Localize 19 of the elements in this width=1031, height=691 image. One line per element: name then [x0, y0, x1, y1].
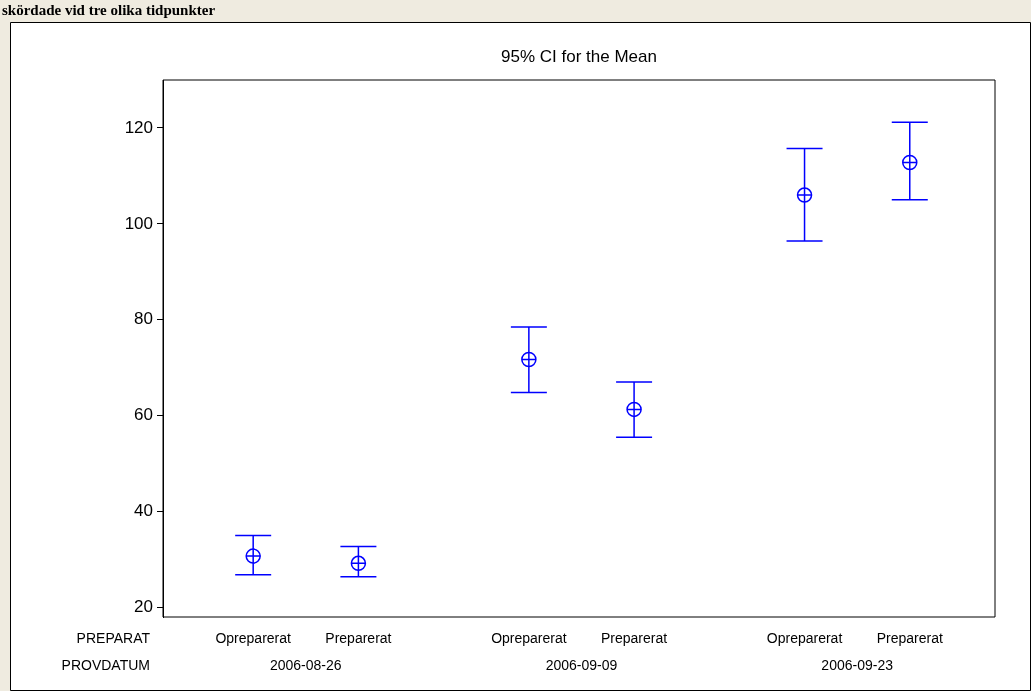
- text: PREPARAT: [76, 629, 151, 646]
- x-tick-label: Preparerat: [601, 629, 668, 646]
- x-tick-label: Opreparerat: [766, 629, 843, 646]
- y-tick-label: 60: [134, 405, 153, 425]
- x-tick-label: Preparerat: [325, 629, 392, 646]
- x-tick-label: Preparerat: [876, 629, 943, 646]
- text: 2006-09-23: [821, 656, 894, 673]
- y-tick-label: 20: [134, 597, 153, 617]
- x-tick-label: Opreparerat: [215, 629, 292, 646]
- text: 2006-08-26: [269, 656, 342, 673]
- text: 2006-09-09: [545, 656, 618, 673]
- y-tick-label: 40: [134, 501, 153, 521]
- y-tick-label: 100: [124, 213, 153, 233]
- text: skördade vid tre olika tidpunkter: [2, 1, 216, 18]
- text: PROVDATUM: [61, 656, 150, 673]
- chart-title: 95% CI for the Mean: [501, 46, 657, 66]
- y-tick-label: 80: [134, 309, 153, 329]
- x-tick-label: Opreparerat: [491, 629, 567, 646]
- y-tick-label: 120: [124, 117, 153, 137]
